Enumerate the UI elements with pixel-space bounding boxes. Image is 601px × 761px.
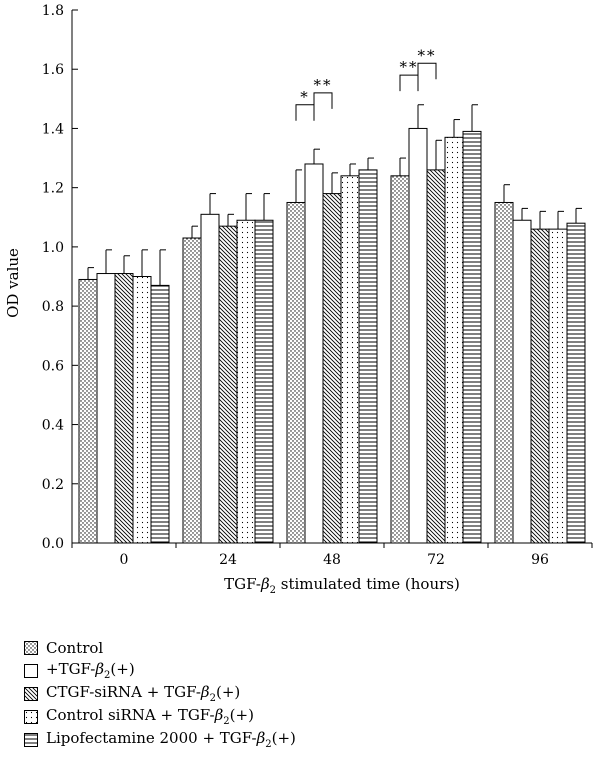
y-tick-label: 1.2 [42, 181, 64, 197]
bar [304, 163, 324, 544]
y-tick-label: 0.8 [42, 299, 64, 315]
bar [286, 201, 306, 544]
x-tick-label: 0 [120, 552, 129, 568]
significance-label: ** [400, 58, 419, 76]
legend-item: CTGF-siRNA + TGF-β2(+) [24, 682, 296, 705]
significance-label: ** [418, 46, 437, 64]
legend-item: Control [24, 636, 296, 659]
significance-annotations: ******* [295, 46, 437, 121]
bar [78, 278, 98, 544]
y-axis-label: OD value [4, 248, 22, 318]
bar [132, 276, 152, 544]
significance-label: * [300, 88, 310, 106]
legend-item: Lipofectamine 2000 + TGF-β2(+) [24, 728, 296, 751]
bar [340, 175, 360, 544]
bar [426, 169, 446, 544]
bar [494, 201, 514, 544]
significance-label: ** [314, 76, 333, 94]
x-axis-label: TGF-β2 stimulated time (hours) [224, 575, 460, 596]
y-tick-label: 1.6 [42, 62, 64, 78]
x-tick-label: 96 [531, 552, 549, 568]
legend-item: Control siRNA + TGF-β2(+) [24, 705, 296, 728]
bar [512, 219, 532, 544]
legend-swatch [24, 686, 38, 701]
legend-label: Control [46, 638, 104, 657]
legend-label: CTGF-siRNA + TGF-β2(+) [46, 683, 241, 704]
bar [530, 228, 550, 544]
significance-bracket [295, 104, 315, 121]
y-tick-label: 1.4 [42, 121, 64, 137]
bar [150, 284, 170, 544]
legend-swatch [24, 709, 38, 724]
y-tick-label: 1.8 [42, 3, 64, 19]
bar [218, 225, 238, 544]
significance-bracket [417, 62, 437, 80]
bar [236, 219, 256, 544]
y-tick-label: 0.2 [42, 477, 64, 493]
bar [200, 213, 220, 544]
significance-bracket [399, 74, 419, 92]
bar [254, 219, 274, 544]
bar [182, 237, 202, 544]
bar [322, 193, 342, 544]
x-tick-label: 48 [323, 552, 341, 568]
legend-swatch [24, 732, 38, 747]
bar [566, 222, 586, 544]
bar [114, 273, 134, 544]
y-tick-label: 1.0 [42, 240, 64, 256]
bar [548, 228, 568, 544]
bar [444, 136, 464, 544]
x-tick-label: 24 [219, 552, 237, 568]
legend-swatch [24, 663, 38, 678]
bar [96, 273, 116, 544]
y-tick-label: 0.4 [42, 418, 64, 434]
legend-label: Lipofectamine 2000 + TGF-β2(+) [46, 729, 296, 750]
legend-item: +TGF-β2(+) [24, 659, 296, 682]
bar [358, 169, 378, 544]
legend-label: Control siRNA + TGF-β2(+) [46, 706, 254, 727]
y-tick-label: 0.0 [42, 536, 64, 552]
legend: Control +TGF-β2(+) CTGF-siRNA + TGF-β2(+) C… [24, 636, 296, 751]
axes: 0.0 0.2 0.4 0.6 0.8 1.0 1.2 1.4 1.6 1.8 0 24 48 72 96 [42, 3, 593, 568]
bar-chart: 0.00.20.40.60.81.01.21.41.61.80 24 48 72 96 … [4, 3, 593, 596]
legend-swatch [24, 640, 38, 655]
bar [462, 130, 482, 544]
bars [78, 104, 586, 544]
bar [408, 127, 428, 544]
bar [390, 175, 410, 544]
x-tick-label: 72 [427, 552, 445, 568]
significance-bracket [313, 92, 333, 109]
legend-label: +TGF-β2(+) [46, 660, 135, 681]
y-tick-label: 0.6 [42, 358, 64, 374]
